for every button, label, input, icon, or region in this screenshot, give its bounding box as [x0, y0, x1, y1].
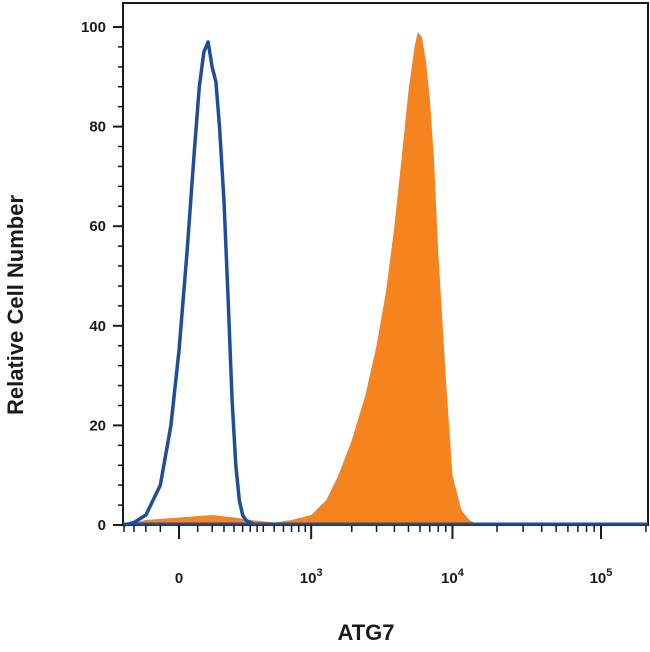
y-axis-title: Relative Cell Number [3, 195, 28, 416]
x-axis-title: ATG7 [337, 620, 394, 645]
y-tick-label: 100 [81, 19, 106, 36]
y-tick-label: 80 [89, 119, 106, 136]
x-tick-label: 104 [441, 567, 465, 587]
y-tick-label: 40 [89, 318, 106, 335]
x-tick-label: 105 [590, 567, 613, 587]
series-layer [122, 32, 648, 527]
x-tick-label: 103 [300, 567, 323, 587]
series-outline-histogram [122, 40, 257, 527]
y-tick-label: 60 [89, 218, 106, 235]
series-filled-histogram [124, 32, 479, 525]
y-tick-label: 20 [89, 417, 106, 434]
y-tick-label: 0 [98, 517, 106, 534]
axes: 0 20 40 60 80 100 0 103 104 105 [81, 19, 647, 587]
x-tick-label: 0 [175, 570, 183, 587]
